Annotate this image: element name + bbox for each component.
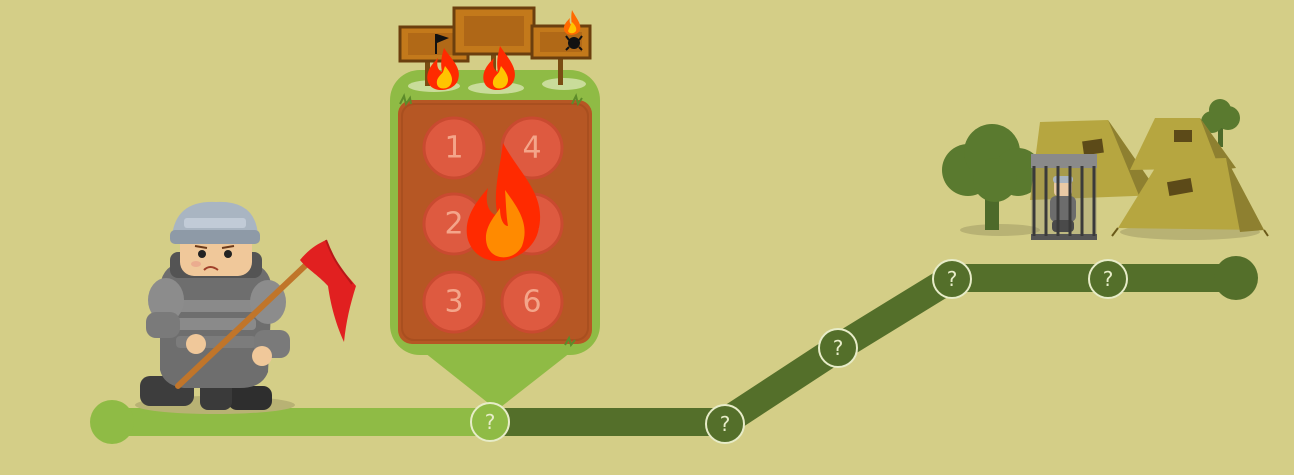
flag-icon (435, 34, 449, 54)
boot (228, 386, 272, 410)
player-character[interactable] (135, 201, 356, 414)
tent-icon (1111, 158, 1269, 237)
fire-icon (427, 48, 459, 91)
path-start-cap (90, 400, 134, 444)
slot-number: 3 (444, 285, 463, 320)
level-node[interactable]: ? (1088, 259, 1128, 299)
node-label: ? (720, 412, 731, 436)
level-node[interactable]: ? (932, 259, 972, 299)
level-node[interactable]: ? (818, 328, 858, 368)
bomb-icon (565, 35, 583, 51)
node-label: ? (833, 336, 844, 360)
level-node[interactable]: ? (705, 404, 745, 444)
progress-path (90, 256, 1258, 444)
fire-icon (563, 10, 581, 35)
slot-number: 4 (522, 131, 541, 166)
fire-icon (483, 46, 515, 91)
slot-number: 1 (444, 131, 463, 166)
path-remaining (476, 264, 1250, 436)
board-slot[interactable]: 1 (422, 116, 486, 180)
slot-number: 2 (444, 207, 463, 242)
path-end-cap (1214, 256, 1258, 300)
board-slot[interactable]: 6 (500, 270, 564, 334)
node-label: ? (947, 267, 958, 291)
node-label: ? (1103, 267, 1114, 291)
node-label: ? (485, 410, 496, 434)
tree-icon (942, 124, 1042, 230)
board-slot[interactable]: 4 (500, 116, 564, 180)
signposts (398, 6, 592, 94)
board-slot[interactable]: 3 (422, 270, 486, 334)
camp-goal[interactable] (942, 99, 1269, 240)
board-pointer (415, 345, 580, 410)
slot-number: 6 (522, 285, 541, 320)
fire-icon (466, 143, 541, 261)
level-board[interactable]: 1 4 2 5 3 6 (390, 70, 600, 410)
prisoner-cage-icon (1031, 154, 1097, 240)
red-flag-icon (175, 239, 356, 389)
level-node-current[interactable]: ? (470, 402, 510, 442)
tent-icon (1130, 118, 1236, 170)
